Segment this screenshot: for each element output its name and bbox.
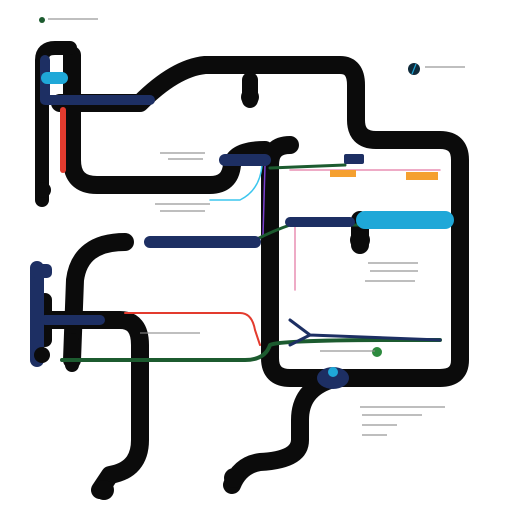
orange-marker-1 [330, 170, 356, 177]
black-line-bottom [223, 371, 339, 494]
orange-marker-2 [406, 172, 438, 180]
station-right-1[interactable] [350, 230, 370, 250]
black-line-upper [51, 56, 469, 387]
label-ticks [48, 18, 465, 436]
station-navy-box-top[interactable] [344, 154, 364, 164]
legend-marker [39, 17, 45, 23]
station-hub[interactable] [317, 367, 349, 389]
red-line-lower [124, 312, 261, 346]
station-bottom-1[interactable] [94, 480, 114, 500]
station-hub-inner [328, 367, 338, 377]
black-line-middle [63, 233, 134, 369]
station-top-mid[interactable] [241, 88, 259, 106]
station-left-2[interactable] [34, 347, 50, 363]
compass-icon [408, 63, 420, 75]
cyan-line [209, 164, 263, 201]
navy-line-cross [288, 318, 442, 347]
station-green[interactable] [372, 347, 382, 357]
black-line-lower [36, 311, 149, 499]
station-left-3[interactable] [30, 264, 52, 278]
station-left-1[interactable] [35, 182, 51, 198]
green-line-upper [268, 163, 347, 170]
green-line [60, 338, 442, 362]
station-bottom-2[interactable] [224, 468, 244, 488]
